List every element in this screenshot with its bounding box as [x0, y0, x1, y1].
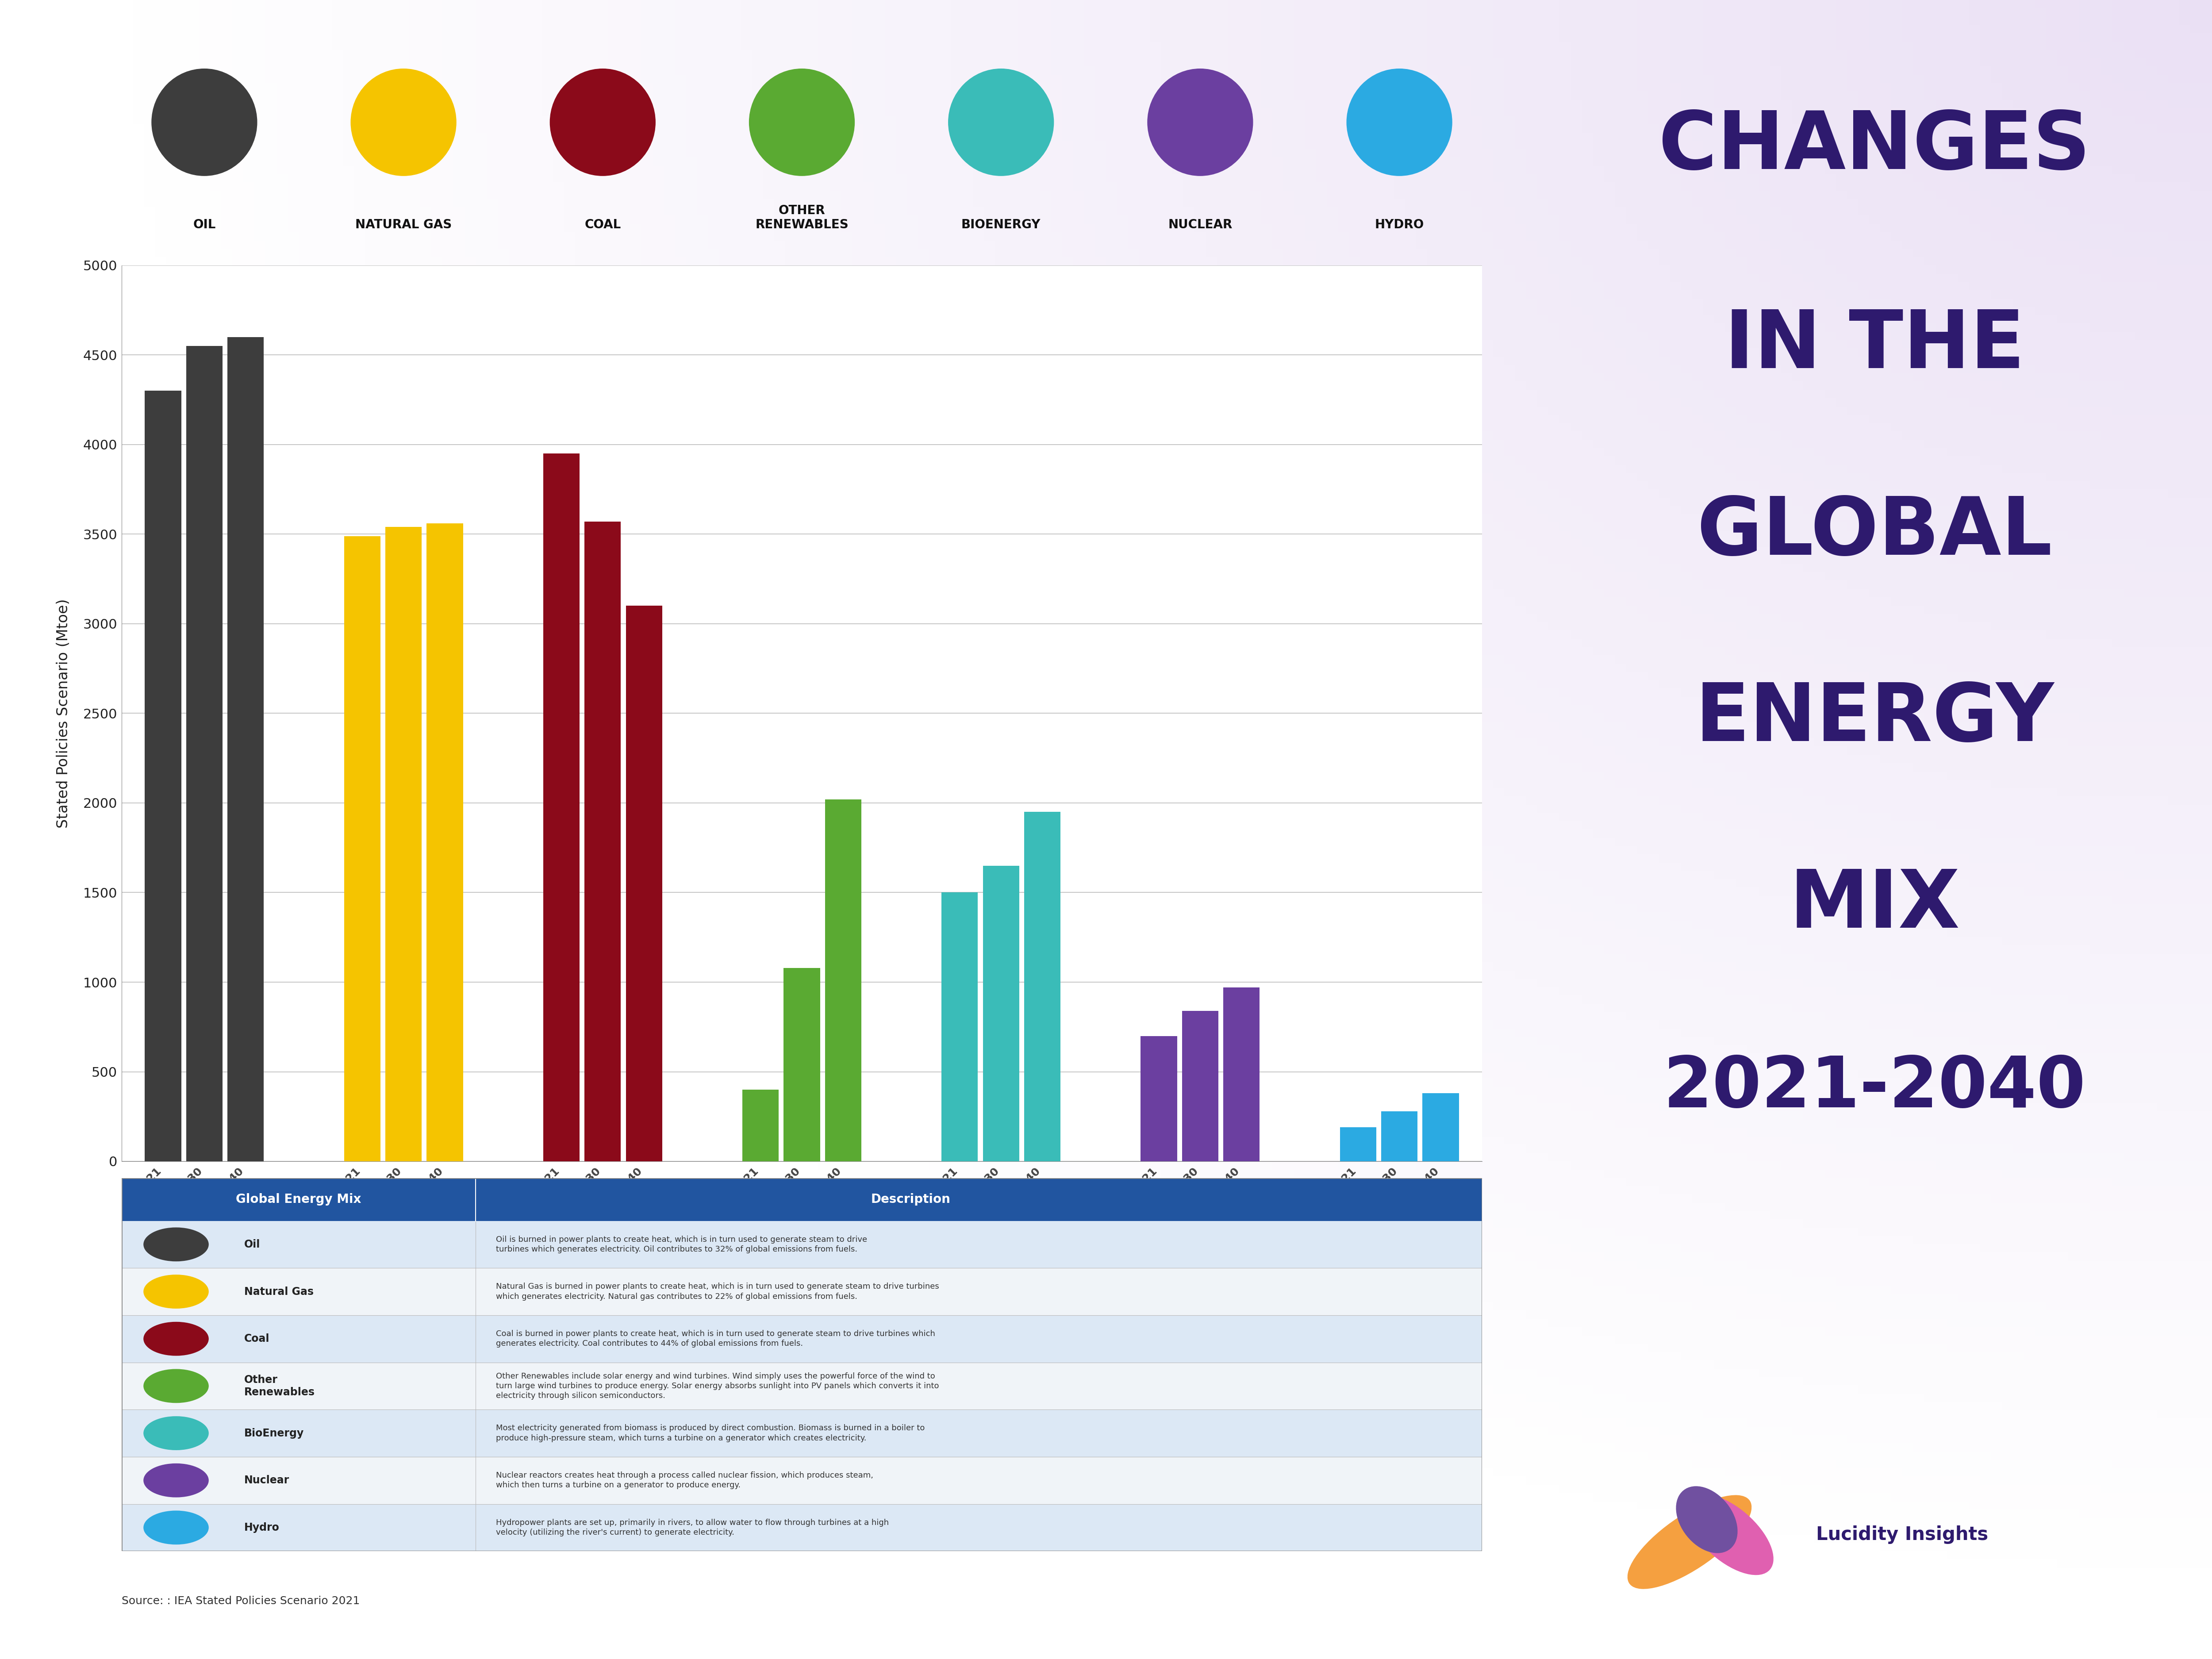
Bar: [825, 800, 860, 1161]
Bar: [345, 536, 380, 1161]
Text: NUCLEAR: NUCLEAR: [1168, 219, 1232, 231]
Bar: [228, 337, 263, 1161]
Ellipse shape: [144, 1274, 208, 1309]
Bar: [1422, 1093, 1460, 1161]
Circle shape: [750, 68, 854, 176]
Ellipse shape: [1686, 1495, 1774, 1574]
Text: Other
Renewables: Other Renewables: [243, 1375, 314, 1397]
Text: NATURAL GAS: NATURAL GAS: [356, 219, 451, 231]
Bar: [626, 606, 661, 1161]
Circle shape: [153, 68, 257, 176]
Text: GLOBAL: GLOBAL: [1697, 494, 2053, 571]
Bar: [584, 521, 622, 1161]
Bar: [743, 1090, 779, 1161]
Bar: [783, 967, 821, 1161]
Ellipse shape: [144, 1463, 208, 1498]
Ellipse shape: [1628, 1495, 1752, 1589]
FancyBboxPatch shape: [122, 1221, 1482, 1267]
Text: Hydropower plants are set up, primarily in rivers, to allow water to flow throug: Hydropower plants are set up, primarily …: [495, 1518, 889, 1536]
Ellipse shape: [144, 1511, 208, 1545]
Text: Coal is burned in power plants to create heat, which is in turn used to generate: Coal is burned in power plants to create…: [495, 1331, 936, 1347]
Bar: [544, 453, 580, 1161]
Circle shape: [352, 68, 456, 176]
Ellipse shape: [144, 1228, 208, 1261]
Ellipse shape: [144, 1322, 208, 1355]
FancyBboxPatch shape: [122, 1505, 1482, 1551]
Bar: [982, 866, 1020, 1161]
Text: Description: Description: [872, 1193, 951, 1206]
FancyBboxPatch shape: [122, 1457, 1482, 1505]
Bar: [186, 347, 223, 1161]
Ellipse shape: [1677, 1486, 1739, 1553]
FancyBboxPatch shape: [122, 1178, 1482, 1221]
Text: Nuclear reactors creates heat through a process called nuclear fission, which pr: Nuclear reactors creates heat through a …: [495, 1472, 874, 1490]
Bar: [427, 524, 462, 1161]
Bar: [1141, 1035, 1177, 1161]
Text: Other Renewables include solar energy and wind turbines. Wind simply uses the po: Other Renewables include solar energy an…: [495, 1372, 938, 1400]
Bar: [144, 392, 181, 1161]
Ellipse shape: [144, 1369, 208, 1404]
Text: MIX: MIX: [1790, 866, 1960, 944]
Text: Oil: Oil: [243, 1239, 261, 1249]
Text: HYDRO: HYDRO: [1374, 219, 1425, 231]
Text: Hydro: Hydro: [243, 1523, 279, 1533]
Text: Global Energy Mix: Global Energy Mix: [237, 1193, 361, 1206]
Bar: [385, 528, 422, 1161]
Circle shape: [551, 68, 655, 176]
Text: ENERGY: ENERGY: [1694, 680, 2055, 758]
Text: COAL: COAL: [584, 219, 622, 231]
Text: Oil is burned in power plants to create heat, which is in turn used to generate : Oil is burned in power plants to create …: [495, 1236, 867, 1253]
Circle shape: [1148, 68, 1252, 176]
Text: IN THE: IN THE: [1725, 307, 2024, 385]
Text: CHANGES: CHANGES: [1659, 108, 2090, 186]
Bar: [1024, 811, 1060, 1161]
Text: Source: : IEA Stated Policies Scenario 2021: Source: : IEA Stated Policies Scenario 2…: [122, 1596, 361, 1606]
Bar: [1380, 1112, 1418, 1161]
Circle shape: [1347, 68, 1451, 176]
Text: Coal: Coal: [243, 1334, 270, 1344]
Text: OIL: OIL: [192, 219, 217, 231]
Ellipse shape: [144, 1417, 208, 1450]
Text: BIOENERGY: BIOENERGY: [962, 219, 1040, 231]
Bar: [1223, 987, 1259, 1161]
Bar: [1181, 1010, 1219, 1161]
Bar: [1340, 1126, 1376, 1161]
Text: Lucidity Insights: Lucidity Insights: [1816, 1525, 1989, 1545]
FancyBboxPatch shape: [122, 1410, 1482, 1457]
Text: 2021-2040: 2021-2040: [1663, 1053, 2086, 1121]
Text: BioEnergy: BioEnergy: [243, 1428, 303, 1438]
Y-axis label: Stated Policies Scenario (Mtoe): Stated Policies Scenario (Mtoe): [55, 599, 71, 828]
Text: Natural Gas is burned in power plants to create heat, which is in turn used to g: Natural Gas is burned in power plants to…: [495, 1282, 938, 1301]
FancyBboxPatch shape: [122, 1267, 1482, 1316]
Bar: [942, 893, 978, 1161]
FancyBboxPatch shape: [122, 1316, 1482, 1362]
Circle shape: [949, 68, 1053, 176]
Text: Natural Gas: Natural Gas: [243, 1286, 314, 1297]
Text: OTHER
RENEWABLES: OTHER RENEWABLES: [754, 204, 849, 231]
Text: Nuclear: Nuclear: [243, 1475, 290, 1486]
Text: Most electricity generated from biomass is produced by direct combustion. Biomas: Most electricity generated from biomass …: [495, 1425, 925, 1442]
FancyBboxPatch shape: [122, 1362, 1482, 1410]
